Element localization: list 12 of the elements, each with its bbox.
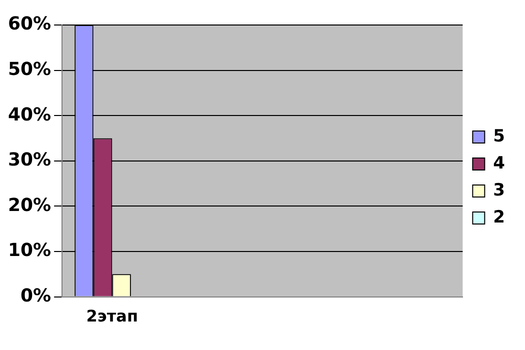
y-tick-label: 10%	[8, 240, 52, 262]
legend-label: 5	[493, 126, 506, 146]
legend-label: 3	[493, 180, 506, 200]
x-tick-label: 2этап	[86, 306, 138, 326]
y-tick-label: 20%	[8, 194, 52, 216]
legend-label: 4	[493, 153, 506, 174]
y-tick-label: 30%	[8, 150, 52, 171]
legend-label: 2	[493, 207, 506, 228]
y-tick-label: 60%	[8, 14, 52, 35]
y-tick-label: 40%	[8, 104, 52, 126]
y-tick-label: 50%	[8, 58, 52, 80]
y-tick-label: 0%	[20, 285, 52, 306]
